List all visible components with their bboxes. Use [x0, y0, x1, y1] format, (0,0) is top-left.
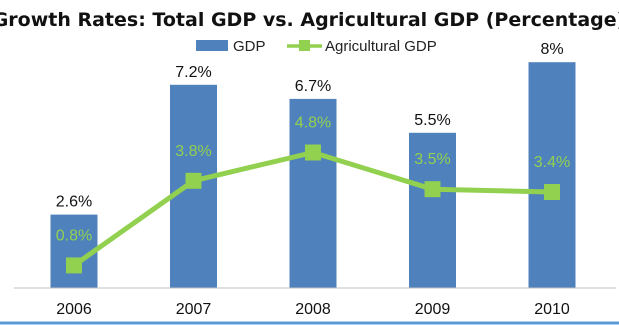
- x-tick-2007: 2007: [176, 301, 212, 318]
- agricultural-gdp-marker-2009: [424, 181, 441, 198]
- agricultural-gdp-labels: 0.8% 3.8% 4.8% 3.5% 3.4%: [56, 115, 570, 245]
- gdp-bar-labels: 2.6% 7.2% 6.7% 5.5% 8%: [56, 41, 564, 210]
- gdp-bar-label-2009: 5.5%: [414, 112, 450, 129]
- gdp-bar-2009: [409, 132, 456, 288]
- gdp-bar-label-2010: 8%: [540, 41, 563, 58]
- chart-title: Growth Rates: Total GDP vs. Agricultural…: [0, 9, 619, 31]
- agricultural-gdp-label-2008: 4.8%: [295, 115, 331, 132]
- legend-marker-agricultural-gdp: [299, 40, 310, 51]
- gdp-bar-2008: [289, 98, 337, 289]
- agricultural-gdp-marker-2008: [305, 144, 321, 161]
- legend-swatch-gdp: [196, 40, 228, 51]
- x-tick-2008: 2008: [295, 301, 331, 318]
- agricultural-gdp-markers: [66, 144, 560, 274]
- legend: GDP Agricultural GDP: [196, 38, 437, 55]
- agricultural-gdp-marker-2007: [185, 172, 202, 189]
- agricultural-gdp-marker-2006: [66, 257, 82, 274]
- legend-label-gdp: GDP: [233, 38, 266, 55]
- agricultural-gdp-label-2009: 3.5%: [414, 151, 450, 168]
- agricultural-gdp-label-2010: 3.4%: [534, 154, 570, 171]
- gdp-bar-label-2008: 6.7%: [295, 78, 331, 95]
- x-tick-2006: 2006: [56, 301, 92, 318]
- agricultural-gdp-label-2007: 3.8%: [175, 143, 211, 160]
- gdp-bar-label-2007: 7.2%: [175, 64, 211, 81]
- gdp-bar-2010: [528, 62, 576, 289]
- legend-label-agricultural-gdp: Agricultural GDP: [325, 38, 437, 55]
- agricultural-gdp-label-2006: 0.8%: [56, 227, 92, 244]
- x-axis-ticks: 2006 2007 2008 2009 2010: [56, 301, 570, 318]
- gdp-bar-label-2006: 2.6%: [56, 194, 92, 211]
- gdp-bars: [50, 62, 576, 289]
- agricultural-gdp-marker-2010: [544, 184, 560, 200]
- x-tick-2010: 2010: [534, 301, 570, 318]
- x-tick-2009: 2009: [415, 301, 451, 318]
